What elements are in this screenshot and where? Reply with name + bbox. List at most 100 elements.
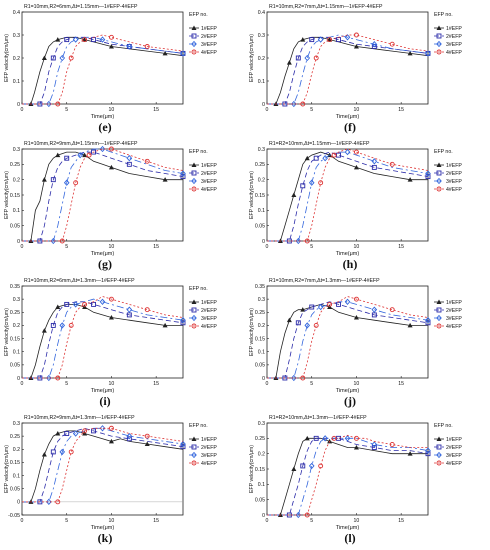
data-point-4 <box>353 32 359 38</box>
x-tick-label: 0 <box>266 107 269 113</box>
data-point-4 <box>331 435 337 441</box>
data-point-3 <box>425 447 431 454</box>
data-point-2 <box>180 174 186 180</box>
y-tick-label: 0.15 <box>255 193 265 199</box>
x-tick-label: 15 <box>153 244 159 250</box>
y-tick-label: 0.05 <box>255 363 265 369</box>
data-point-1 <box>55 431 61 436</box>
legend-label: 2#EFP <box>201 34 217 40</box>
data-point-3 <box>99 145 106 153</box>
y-tick-label: 0 <box>17 376 20 382</box>
data-point-3 <box>99 36 106 43</box>
data-point-2 <box>91 428 97 434</box>
series-line-1 <box>267 36 429 105</box>
x-tick-label: 10 <box>109 381 115 387</box>
y-tick-label: 0 <box>17 500 20 506</box>
x-tick-label: 15 <box>398 107 404 113</box>
data-point-3 <box>304 54 311 62</box>
legend-label: 1#EFP <box>446 437 462 443</box>
x-tick-label: 15 <box>153 381 159 387</box>
x-tick-label: 5 <box>310 381 313 387</box>
y-tick-label: 0.2 <box>258 177 265 183</box>
data-point-3 <box>425 50 431 57</box>
data-point-4 <box>318 463 324 469</box>
y-tick-label: 0 <box>17 102 20 108</box>
data-point-3 <box>72 430 79 437</box>
data-point-4 <box>68 322 74 328</box>
data-point-1 <box>286 317 292 323</box>
legend-marker <box>436 436 442 441</box>
series-line-4 <box>22 34 184 105</box>
data-point-3 <box>72 36 79 43</box>
data-point-3 <box>317 303 324 311</box>
data-point-2 <box>64 37 70 43</box>
data-point-3 <box>46 498 52 506</box>
legend-marker <box>436 307 442 313</box>
data-point-2 <box>371 312 377 318</box>
chart-title: R1=10mm,R2=7mm,Δt=1.15mm—1#EFP-4#EFP <box>269 4 383 10</box>
data-point-3 <box>59 448 66 456</box>
data-point-3 <box>317 36 324 43</box>
plot-frame <box>21 422 184 516</box>
data-point-3 <box>344 148 351 156</box>
y-tick-label: 0.25 <box>255 310 265 316</box>
data-point-4 <box>318 180 324 186</box>
legend-label: 3#EFP <box>446 316 462 322</box>
data-point-2 <box>126 312 132 318</box>
legend-marker <box>436 40 442 48</box>
chart-title: R1=10mm,R2=9mm,Δt=1.15mm—1#EFP-4#EFP <box>24 141 138 147</box>
legend-label: 3#EFP <box>446 179 462 185</box>
legend-label: 1#EFP <box>201 163 217 169</box>
data-point-4 <box>144 44 150 49</box>
y-tick-label: 0.2 <box>13 447 20 453</box>
x-axis-label: Time(μm) <box>336 114 360 120</box>
y-tick-label: 0.2 <box>13 177 20 183</box>
panel-letter: (k) <box>98 531 113 545</box>
data-point-2 <box>295 55 301 61</box>
legend-title: EFP no. <box>189 149 208 155</box>
series-line-1 <box>267 303 428 379</box>
legend-marker <box>191 460 197 466</box>
legend-marker <box>436 451 442 459</box>
x-tick-label: 0 <box>266 381 269 387</box>
panel-f: R1=10mm,R2=7mm,Δt=1.15mm—1#EFP-4#EFP 0 0.1… <box>249 4 462 134</box>
legend-label: 4#EFP <box>446 187 462 193</box>
legend-label: 4#EFP <box>446 324 462 330</box>
x-tick-label: 10 <box>109 107 115 113</box>
data-point-3 <box>291 374 297 382</box>
data-point-3 <box>46 374 52 382</box>
data-point-1 <box>407 50 413 56</box>
y-tick-label: 0.3 <box>258 421 265 427</box>
y-tick-label: 0.1 <box>258 79 265 85</box>
chart-title: R1=10mm,R2=7mm,Δt=1.3mm—1#EFP-4#EFP <box>269 278 380 284</box>
chart-title: R1=10mm,R2=9mm,Δt=1.3mm—1#EFP-4#EFP <box>24 415 135 421</box>
x-tick-label: 15 <box>153 518 159 524</box>
data-point-1 <box>55 304 61 310</box>
y-tick-label: 0.3 <box>258 297 265 303</box>
data-point-4 <box>144 307 150 313</box>
data-point-1 <box>304 435 310 441</box>
x-tick-label: 15 <box>398 244 404 250</box>
series-line-4 <box>22 296 184 379</box>
data-point-1 <box>291 466 297 471</box>
data-point-3 <box>126 432 133 440</box>
legend-marker <box>191 49 197 55</box>
legend-label: 4#EFP <box>201 324 217 330</box>
legend-marker <box>436 33 442 39</box>
legend-label: 2#EFP <box>201 308 217 314</box>
legend-marker <box>436 49 442 55</box>
panel-k: R1=10mm,R2=9mm,Δt=1.3mm—1#EFP-4#EFP -0.05… <box>4 415 217 545</box>
data-point-1 <box>353 164 359 170</box>
y-tick-label: 0.15 <box>255 467 265 473</box>
panel-letter: (j) <box>344 394 356 408</box>
y-axis-label: EFP velocity(cm/μm) <box>249 308 255 356</box>
x-tick-label: 0 <box>21 244 24 250</box>
legend-marker <box>191 436 197 441</box>
y-axis-label: EFP velocity(cm/μm) <box>4 445 10 493</box>
data-point-3 <box>308 179 315 186</box>
x-axis-label: Time(μm) <box>336 388 360 394</box>
legend-marker <box>436 170 442 176</box>
y-tick-label: 0.15 <box>255 336 265 342</box>
data-point-4 <box>327 37 333 43</box>
